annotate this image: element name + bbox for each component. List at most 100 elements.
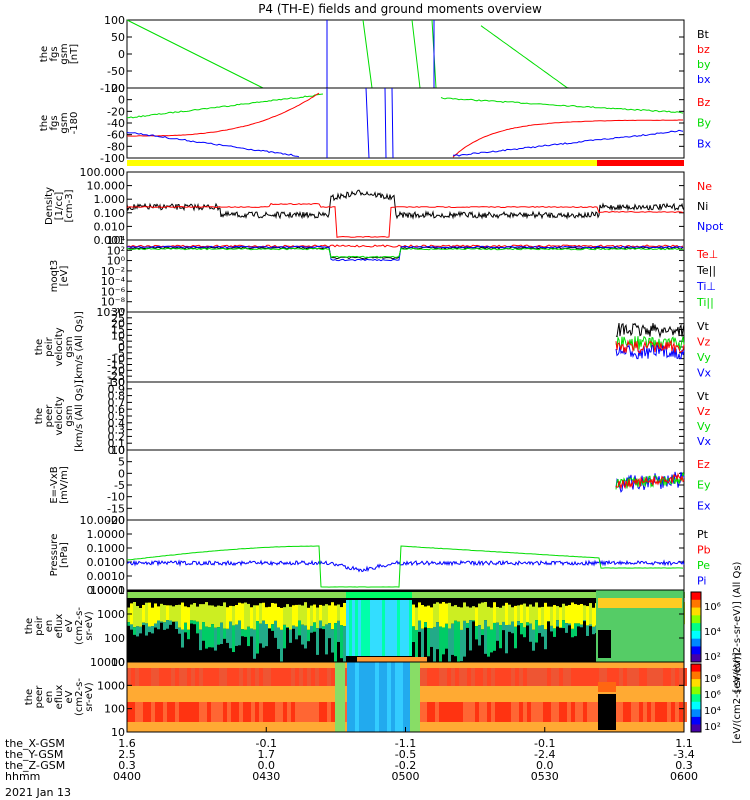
colorbar-tick: 10⁴ — [704, 627, 721, 638]
y-tick-label: 0.1 — [108, 437, 126, 450]
y-tick-label: 0 — [118, 94, 125, 107]
svg-text:the: the — [24, 689, 35, 705]
svg-text:en: en — [44, 691, 55, 704]
x-axis-value: 1.1 — [675, 737, 693, 750]
series-line-ne — [126, 202, 684, 238]
legend-item: Bx — [697, 137, 712, 150]
legend-item: Vt — [697, 390, 710, 403]
y-axis-label: E=-VxB [mV/m] — [49, 466, 70, 504]
series-line-by — [480, 25, 573, 89]
x-axis-value: 0.3 — [118, 759, 136, 772]
svg-text:the: the — [24, 618, 35, 634]
y-tick-label: 10⁻⁶ — [101, 285, 126, 298]
panel-peer_spec: 10000 1000 100 10 the peer en eflux eV (cm2-s-sr-… — [24, 652, 743, 743]
y-tick-label: 5 — [118, 456, 125, 469]
legend-item: Pb — [697, 544, 711, 557]
legend-item: Vy — [697, 420, 711, 433]
svg-text:gsm: gsm — [59, 43, 70, 64]
y-axis-label: moqt3 [eV] — [49, 260, 70, 293]
svg-text:Pressure: Pressure — [49, 534, 60, 577]
panel-frame — [126, 87, 685, 159]
y-tick-label: -25 — [107, 370, 125, 383]
y-tick-label: 10 — [111, 726, 125, 739]
legend-item: Bt — [697, 28, 710, 41]
legend-item: Te|| — [696, 264, 716, 277]
y-axis-label: Density [1/cc] [cm-3] — [44, 187, 75, 225]
x-axis-value: 0.3 — [675, 759, 693, 772]
x-axis-value: -0.2 — [395, 759, 416, 772]
svg-text:peir: peir — [44, 336, 55, 356]
legend-item: Npot — [697, 220, 724, 233]
y-tick-label: 10 — [111, 444, 125, 457]
y-tick-label: 0 — [118, 48, 125, 61]
svg-text:[nPa]: [nPa] — [59, 542, 70, 568]
svg-text:gsm: gsm — [59, 112, 70, 133]
svg-text:[cm-3]: [cm-3] — [64, 189, 75, 222]
legend-item: Vt — [697, 320, 710, 333]
series-efield — [615, 471, 685, 493]
legend-item: Ti|| — [696, 296, 714, 309]
x-axis-row-label: the_Z-GSM — [5, 759, 65, 772]
legend-item: Ne — [697, 180, 712, 193]
legend-item: Ti⊥ — [696, 280, 716, 293]
colorbar-label: [eV/(cm2-s-sr-eV)] — [732, 652, 743, 743]
panel-frame — [126, 519, 685, 591]
panel-frame — [126, 449, 685, 521]
series-fgs — [126, 19, 573, 89]
x-axis-row-label: hhmm — [5, 770, 40, 783]
legend-item: Ex — [697, 499, 711, 512]
legend-item: Vz — [697, 336, 711, 349]
y-tick-label: 25 — [111, 312, 125, 325]
y-tick-label: 10.0000 — [80, 514, 126, 527]
y-axis-label: the peir en eflux eV (cm2-s-sr-eV) — [24, 607, 95, 645]
series-line-bx — [326, 20, 435, 88]
y-tick-label: 1.000 — [94, 193, 126, 206]
panel-peer_vel: 1.00.90.80.70.60.50.40.30.20.10.0 the peer… — [34, 376, 712, 457]
y-tick-label: -5 — [114, 479, 125, 492]
y-tick-label: 0.0001 — [87, 584, 126, 597]
y-tick-label: 0.4 — [108, 417, 126, 430]
y-tick-label: 50 — [111, 31, 125, 44]
svg-text:eflux: eflux — [54, 614, 65, 639]
svg-text:[km/s (All Qs)]: [km/s (All Qs)] — [74, 380, 85, 452]
y-tick-label: 0 — [118, 341, 125, 354]
svg-text:E=-VxB: E=-VxB — [49, 466, 60, 503]
series-temp — [126, 244, 684, 262]
legend-item: Vx — [697, 367, 712, 380]
svg-text:eV: eV — [64, 619, 75, 632]
svg-text:velocity: velocity — [54, 396, 65, 435]
legend-item: Vy — [697, 351, 711, 364]
svg-text:[mV/m]: [mV/m] — [59, 466, 70, 504]
status-bar-yellow — [127, 160, 597, 166]
svg-text:the: the — [34, 339, 45, 355]
svg-text:fgs: fgs — [49, 115, 60, 130]
y-tick-label: -5 — [114, 347, 125, 360]
y-tick-label: -60 — [107, 129, 125, 142]
x-axis-row-label: the_Y-GSM — [5, 748, 63, 761]
series-line-vt — [615, 322, 685, 339]
y-tick-label: -40 — [107, 117, 125, 130]
legend-item: Ey — [697, 479, 711, 492]
y-tick-label: -15 — [107, 359, 125, 372]
series-density — [126, 189, 685, 238]
x-axis-value: 0500 — [392, 770, 420, 783]
y-tick-label: -30 — [107, 376, 125, 389]
figure-title: P4 (TH-E) fields and ground moments over… — [258, 2, 542, 16]
y-tick-label: 0.0010 — [87, 570, 126, 583]
y-tick-label: -20 — [107, 105, 125, 118]
svg-text:the: the — [39, 115, 50, 131]
x-axis-value: 0.0 — [258, 759, 276, 772]
series-line-by — [126, 93, 684, 119]
y-tick-label: 0.0 — [108, 444, 126, 457]
y-tick-label: -10 — [107, 491, 125, 504]
colorbar-tick: 10⁴ — [704, 706, 721, 717]
y-tick-label: -100 — [100, 82, 125, 95]
svg-text:en: en — [44, 620, 55, 633]
y-axis-label: the fgs gsm -180 — [39, 112, 80, 135]
svg-text:(cm2-s-: (cm2-s- — [74, 678, 85, 716]
legend-item: by — [697, 58, 711, 71]
x-axis-row-label: the_X-GSM — [5, 737, 65, 750]
y-tick-label: 0.001 — [94, 234, 126, 247]
